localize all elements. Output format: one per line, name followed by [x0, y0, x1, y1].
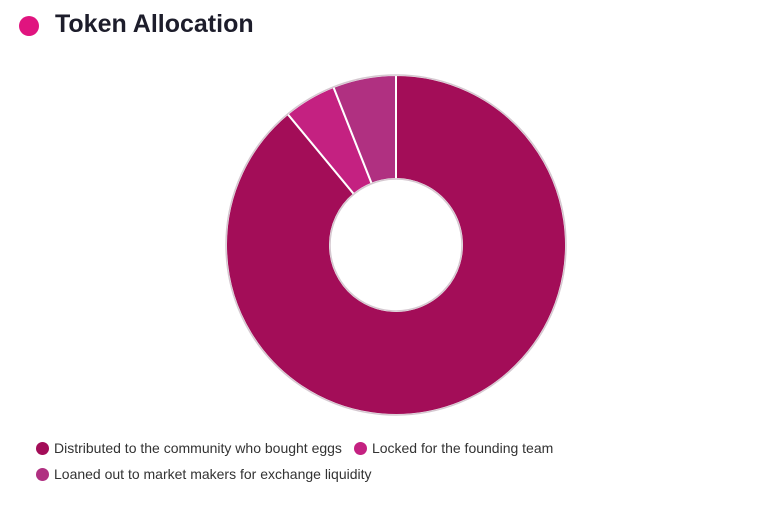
inner-ring — [329, 178, 463, 312]
legend: Distributed to the community who bought … — [36, 440, 596, 482]
legend-label: Loaned out to market makers for exchange… — [54, 466, 372, 482]
chart — [225, 73, 567, 416]
legend-swatch — [353, 441, 367, 455]
outer-ring — [225, 74, 567, 416]
legend-item[interactable]: Locked for the founding team — [353, 440, 554, 456]
legend-swatch — [36, 441, 49, 455]
legend-label: Locked for the founding team — [371, 440, 554, 456]
title-icon — [19, 16, 39, 36]
legend-swatch — [36, 467, 49, 481]
title: Token Allocation — [55, 10, 254, 38]
legend-label: Distributed to the community who bought … — [54, 440, 342, 456]
legend-item[interactable]: Distributed to the community who bought … — [36, 440, 342, 456]
legend-item[interactable]: Loaned out to market makers for exchange… — [36, 466, 372, 482]
